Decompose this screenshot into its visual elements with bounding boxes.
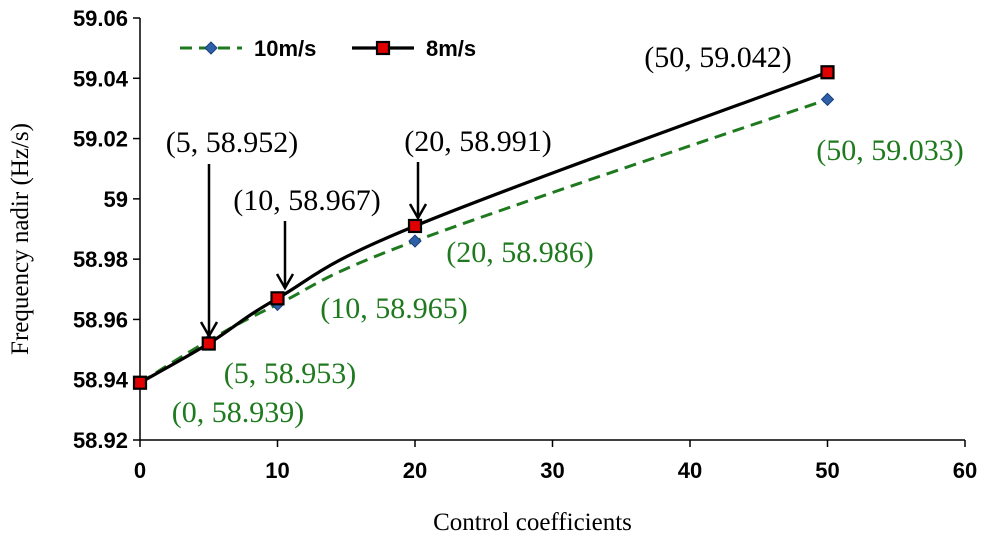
legend-marker-8m-s — [375, 40, 391, 56]
y-tick-label: 59.06 — [73, 6, 128, 31]
y-tick-label: 59.02 — [73, 127, 128, 152]
data-point-10m-s — [820, 92, 835, 107]
x-axis-title: Control coefficients — [433, 509, 632, 536]
annotation-arrow-head — [408, 203, 428, 221]
data-label: (5, 58.952) — [166, 126, 298, 159]
x-tick-label: 50 — [815, 458, 839, 483]
x-tick-label: 60 — [953, 458, 977, 483]
data-point-8m-s — [201, 336, 216, 351]
axes: 58.92 58.94 58.96 58.98 59 59.02 59.04 59.06 0 10… — [73, 6, 977, 483]
data-label: (10, 58.967) — [233, 184, 380, 217]
data-point-8m-s — [820, 65, 835, 80]
x-tick-label: 40 — [678, 458, 702, 483]
y-axis-title: Frequency nadir (Hz/s) — [7, 123, 34, 355]
legend: 10m/s 8m/s — [180, 36, 476, 61]
data-label: (20, 58.991) — [404, 125, 551, 158]
annotation-arrow-head — [275, 273, 295, 291]
series-layer — [132, 65, 835, 390]
y-tick-label: 58.98 — [73, 247, 128, 272]
x-tick-label: 20 — [403, 458, 427, 483]
data-label: (5, 58.953) — [224, 357, 356, 390]
x-tick-label: 10 — [265, 458, 289, 483]
y-tick-label: 59.04 — [73, 66, 129, 91]
annotation-layer: (5, 58.952) (10, 58.967) (20, 58.991) (50, … — [166, 41, 964, 429]
data-point-10m-s — [408, 234, 422, 248]
data-label: (0, 58.939) — [172, 396, 304, 429]
legend-label-8m-s: 8m/s — [426, 36, 476, 61]
data-point-8m-s — [407, 218, 423, 234]
legend-marker-10m-s — [204, 41, 218, 55]
y-tick-label: 58.94 — [73, 368, 129, 393]
y-tick-label: 59 — [104, 187, 128, 212]
y-tick-label: 58.96 — [73, 307, 128, 332]
data-label: (50, 59.033) — [816, 134, 963, 167]
annotation-arrow-head — [199, 321, 219, 339]
series-line-8m-s — [139, 70, 829, 385]
data-point-8m-s — [132, 375, 148, 390]
legend-label-10m-s: 10m/s — [254, 36, 316, 61]
data-label: (50, 59.042) — [644, 41, 791, 74]
x-tick-label: 30 — [540, 458, 564, 483]
data-point-8m-s — [270, 291, 285, 306]
x-tick-label: 0 — [134, 458, 146, 483]
data-label: (20, 58.986) — [446, 236, 593, 269]
y-tick-label: 58.92 — [73, 428, 128, 453]
data-label: (10, 58.965) — [320, 292, 467, 325]
